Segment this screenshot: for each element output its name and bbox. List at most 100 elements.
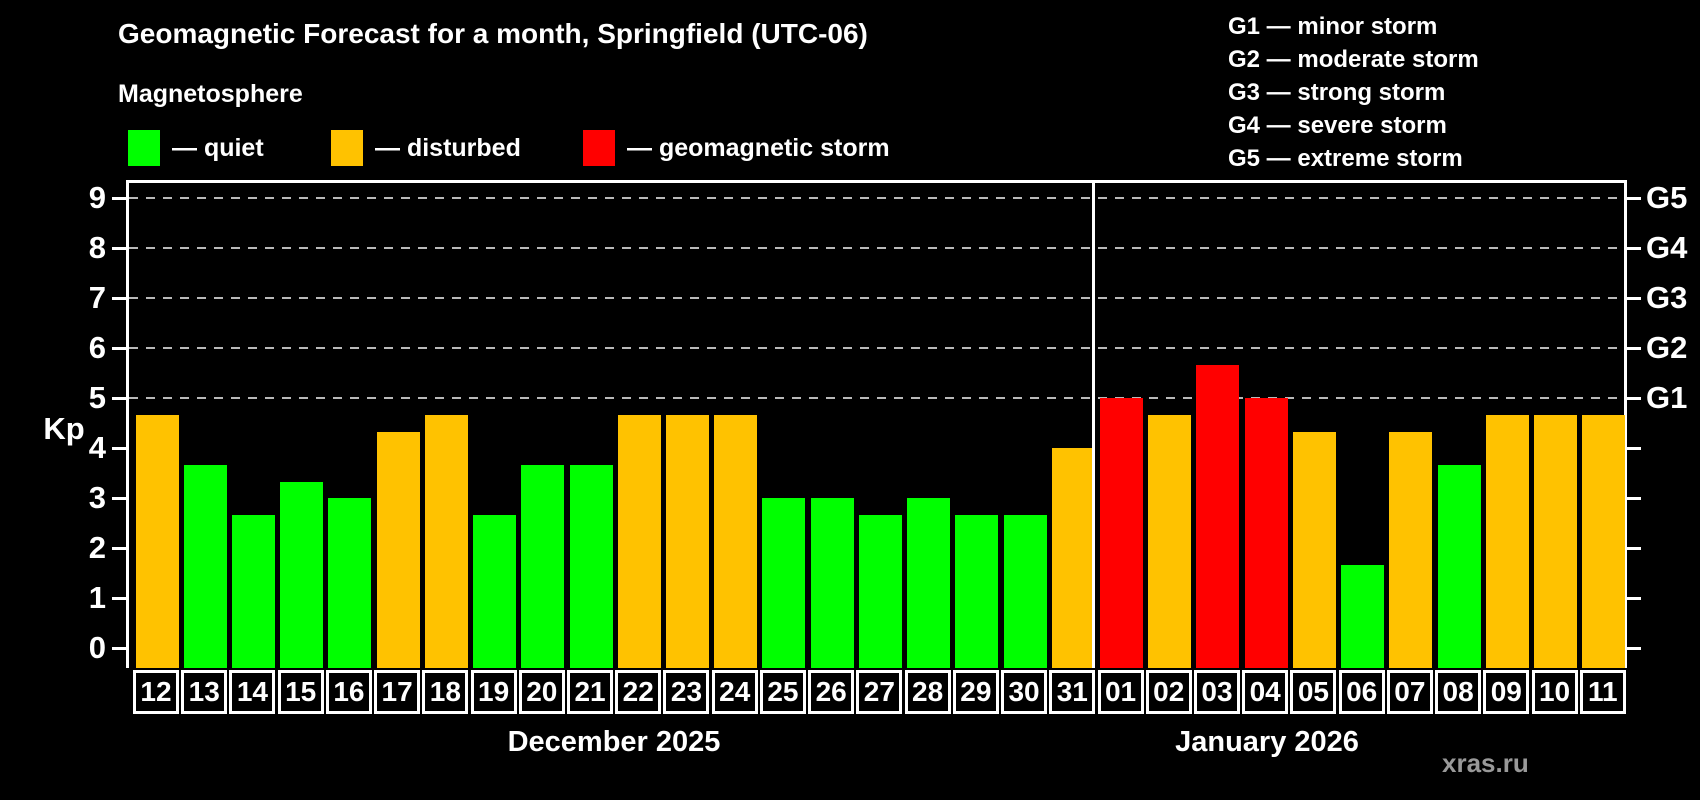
legend-label-quiet: — quiet: [172, 134, 264, 162]
kp-bar-december-20: [521, 464, 565, 668]
y-axis-title: Kp: [43, 411, 85, 446]
month-label-january: January 2026: [1175, 726, 1359, 758]
right-tick-0: [1627, 646, 1641, 650]
date-box-16: 16: [325, 670, 372, 714]
date-box-01: 01: [1097, 670, 1144, 714]
date-box-10: 10: [1531, 670, 1578, 714]
kp-bar-december-29: [955, 514, 999, 668]
date-box-11: 11: [1579, 670, 1626, 714]
gridline-kp5: [129, 397, 1624, 399]
date-box-21: 21: [567, 670, 614, 714]
right-tick-9: [1627, 196, 1641, 200]
right-tick-3: [1627, 496, 1641, 500]
date-box-20: 20: [518, 670, 565, 714]
quiet-color-swatch: [128, 130, 160, 166]
kp-bar-december-15: [280, 481, 324, 668]
date-box-17: 17: [374, 670, 421, 714]
page-title: Geomagnetic Forecast for a month, Spring…: [118, 18, 868, 49]
y-tick-label-0: 0: [88, 630, 106, 665]
plot-area: [126, 180, 1627, 668]
date-box-14: 14: [229, 670, 276, 714]
left-tick-8: [112, 246, 126, 250]
month-separator: [1092, 183, 1096, 668]
date-box-26: 26: [808, 670, 855, 714]
date-box-30: 30: [1001, 670, 1048, 714]
kp-bar-january-03: [1196, 364, 1240, 668]
right-tick-1: [1627, 596, 1641, 600]
date-box-22: 22: [615, 670, 662, 714]
right-tick-4: [1627, 446, 1641, 450]
magnetosphere-label: Magnetosphere: [118, 80, 303, 108]
g5-legend-line: G5 — extreme storm: [1228, 145, 1463, 172]
kp-bar-january-08: [1437, 464, 1481, 668]
kp-bar-december-13: [183, 464, 227, 668]
date-box-02: 02: [1145, 670, 1192, 714]
g2-legend-line: G2 — moderate storm: [1228, 46, 1479, 73]
kp-bar-january-02: [1148, 414, 1192, 668]
month-label-december: December 2025: [507, 726, 721, 758]
kp-bar-december-30: [1003, 514, 1047, 668]
date-box-19: 19: [470, 670, 517, 714]
date-box-25: 25: [759, 670, 806, 714]
date-box-03: 03: [1193, 670, 1240, 714]
left-tick-6: [112, 346, 126, 350]
kp-bar-january-01: [1100, 398, 1144, 668]
left-tick-3: [112, 496, 126, 500]
right-tick-7: [1627, 296, 1641, 300]
kp-bar-december-22: [617, 414, 661, 668]
gridline-kp7: [129, 297, 1624, 299]
kp-bar-december-27: [858, 514, 902, 668]
date-box-09: 09: [1483, 670, 1530, 714]
date-box-24: 24: [711, 670, 758, 714]
right-axis-label-g1: G1: [1646, 380, 1688, 415]
date-box-23: 23: [663, 670, 710, 714]
date-box-05: 05: [1290, 670, 1337, 714]
right-axis-label-g4: G4: [1646, 230, 1688, 265]
legend-label-disturbed: — disturbed: [375, 134, 521, 162]
date-box-06: 06: [1338, 670, 1385, 714]
g1-legend-line: G1 — minor storm: [1228, 13, 1438, 40]
kp-bar-december-12: [135, 414, 179, 668]
g4-legend-line: G4 — severe storm: [1228, 112, 1447, 139]
watermark: xras.ru: [1442, 748, 1529, 778]
right-tick-8: [1627, 246, 1641, 250]
kp-bar-december-18: [424, 414, 468, 668]
gridline-kp9: [129, 197, 1624, 199]
date-box-08: 08: [1435, 670, 1482, 714]
storm-color-swatch: [583, 130, 615, 166]
kp-bar-january-11: [1582, 414, 1626, 668]
y-tick-label-7: 7: [88, 280, 106, 315]
kp-bar-december-25: [762, 498, 806, 668]
kp-bar-december-14: [231, 514, 275, 668]
right-axis-label-g2: G2: [1646, 330, 1688, 365]
kp-bar-december-21: [569, 464, 613, 668]
left-tick-9: [112, 196, 126, 200]
kp-bar-december-24: [714, 414, 758, 668]
right-axis-label-g3: G3: [1646, 280, 1688, 315]
left-tick-0: [112, 646, 126, 650]
right-tick-6: [1627, 346, 1641, 350]
storm-scale-legend: G1 — minor storm G2 — moderate storm G3 …: [1228, 10, 1479, 175]
date-box-12: 12: [133, 670, 179, 714]
kp-bar-december-28: [907, 498, 951, 668]
y-tick-label-9: 9: [88, 180, 106, 215]
date-box-04: 04: [1242, 670, 1289, 714]
legend-label-storm: — geomagnetic storm: [627, 134, 890, 162]
left-tick-5: [112, 396, 126, 400]
kp-bar-december-26: [810, 498, 854, 668]
left-tick-2: [112, 546, 126, 550]
y-tick-label-6: 6: [88, 330, 106, 365]
kp-bar-december-23: [665, 414, 709, 668]
kp-bar-december-19: [473, 514, 517, 668]
date-box-18: 18: [422, 670, 469, 714]
g3-legend-line: G3 — strong storm: [1228, 79, 1446, 106]
y-tick-label-3: 3: [88, 480, 106, 515]
kp-bar-january-06: [1341, 564, 1385, 668]
right-tick-2: [1627, 546, 1641, 550]
kp-bar-january-04: [1244, 398, 1288, 668]
disturbed-color-swatch: [331, 130, 363, 166]
y-tick-label-2: 2: [88, 530, 106, 565]
y-tick-label-1: 1: [88, 580, 106, 615]
kp-bar-january-05: [1292, 431, 1336, 668]
